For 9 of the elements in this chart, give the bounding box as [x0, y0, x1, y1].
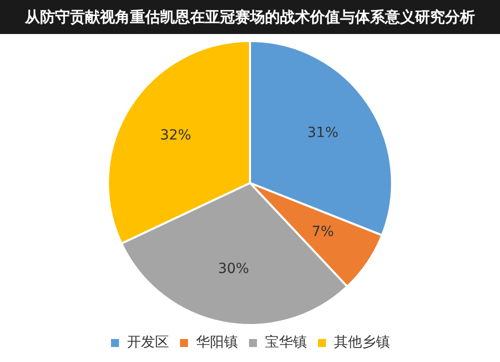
data-label: 30% [218, 261, 250, 278]
data-label: 31% [307, 125, 338, 142]
legend-label: 宝华镇 [265, 334, 307, 351]
data-label: 7% [312, 224, 334, 240]
legend-label: 华阳镇 [196, 334, 238, 351]
legend-label: 其他乡镇 [334, 334, 390, 351]
chart-title: 从防守贡献视角重估凯恩在亚冠赛场的战术价值与体系意义研究分析 [0, 0, 500, 34]
data-label: 32% [160, 127, 192, 144]
legend-label: 开发区 [127, 334, 169, 351]
